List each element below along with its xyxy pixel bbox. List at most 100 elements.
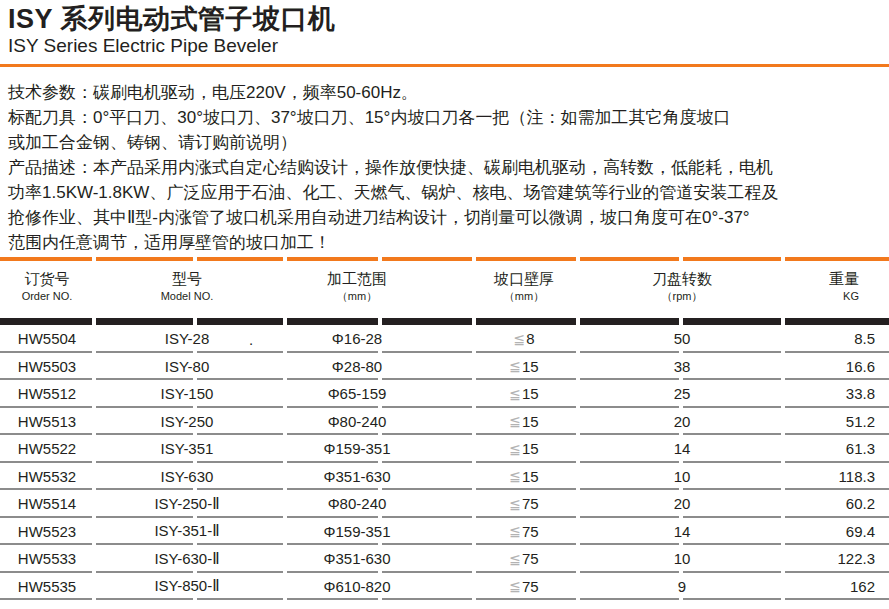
wall-cell: ≦8	[434, 325, 614, 353]
column-header-en: （rpm）	[662, 289, 703, 303]
wall-value: 15	[522, 440, 539, 457]
range-cell: Φ351-630	[280, 463, 434, 491]
less-equal-symbol: ≦	[509, 578, 521, 594]
table-row: HW5535ISY-850-ⅡΦ610-820≦759162	[0, 573, 889, 601]
rpm-cell: 10	[614, 463, 750, 491]
divider-segment	[785, 318, 889, 325]
description-line: 功率1.5KW-1.8KW、广泛应用于石油、化工、天燃气、锅炉、核电、场管建筑等…	[8, 180, 881, 205]
weight-cell: 69.4	[750, 518, 889, 546]
spec-table: 订货号Order NO.型号Model NO.加工范围（mm）坡口壁厚（mm）刀…	[0, 257, 889, 600]
divider-segment	[580, 257, 679, 261]
wall-value: 8	[526, 330, 534, 347]
weight-cell: 122.3	[750, 545, 889, 573]
divider-segment	[0, 598, 92, 600]
wall-value: 75	[522, 495, 539, 512]
divider-segment	[476, 598, 576, 600]
model-value: ISY-150	[161, 385, 214, 402]
divider-segment	[197, 318, 283, 325]
table-top-divider	[0, 257, 889, 261]
description-line: 或加工合金钢、铸钢、请订购前说明）	[8, 130, 881, 155]
table-row: HW5513ISY-250Φ80-240≦152051.2	[0, 408, 889, 436]
divider-segment	[476, 318, 576, 325]
column-header-zh: 坡口壁厚	[494, 270, 554, 288]
less-equal-symbol: ≦	[509, 386, 521, 402]
range-cell: Φ80-240	[280, 490, 434, 518]
column-header-range: 加工范围（mm）	[280, 270, 434, 318]
model-value: ISY-630-Ⅱ	[154, 550, 219, 568]
rpm-cell: 20	[614, 490, 750, 518]
range-cell: Φ65-159	[280, 380, 434, 408]
less-equal-symbol: ≦	[509, 551, 521, 567]
weight-cell: 51.2	[750, 408, 889, 436]
model-value: ISY-250	[161, 413, 214, 430]
weight-cell: 33.8	[750, 380, 889, 408]
divider-segment	[96, 318, 193, 325]
table-body: HW5504ISY-28.Φ16-28≦8508.5HW5503ISY-80Φ2…	[0, 325, 889, 600]
wall-value: 15	[522, 413, 539, 430]
model-value: ISY-351-Ⅱ	[154, 522, 219, 540]
model-cell: ISY-250-Ⅱ	[94, 490, 280, 518]
table-row: HW5522ISY-351Φ159-351≦151461.3	[0, 435, 889, 463]
rpm-cell: 14	[614, 518, 750, 546]
order-cell: HW5504	[0, 325, 94, 353]
model-cell: ISY-351-Ⅱ	[94, 518, 280, 546]
model-value: ISY-250-Ⅱ	[154, 495, 219, 513]
range-cell: Φ159-351	[280, 518, 434, 546]
wall-cell: ≦15	[434, 463, 614, 491]
table-row: HW5523ISY-351-ⅡΦ159-351≦751469.4	[0, 518, 889, 546]
description-line: 抢修作业、其中Ⅱ型-内涨管了坡口机采用自动进刀结构设计，切削量可以微调，坡口角度…	[8, 205, 881, 230]
rpm-cell: 25	[614, 380, 750, 408]
model-cell: ISY-250	[94, 408, 280, 436]
rpm-cell: 14	[614, 435, 750, 463]
table-header-divider	[0, 318, 889, 325]
model-value: ISY-80	[165, 358, 209, 375]
description-line: 范围内任意调节，适用厚壁管的坡口加工！	[8, 230, 881, 255]
column-header-zh: 刀盘转数	[652, 270, 712, 288]
table-row: HW5514ISY-250-ⅡΦ80-240≦752060.2	[0, 490, 889, 518]
less-equal-symbol: ≦	[509, 468, 521, 484]
model-value: ISY-850-Ⅱ	[154, 577, 219, 595]
column-header-zh: 重量	[829, 270, 859, 288]
rpm-cell: 10	[614, 545, 750, 573]
model-value: ISY-351	[161, 440, 214, 457]
order-cell: HW5512	[0, 380, 94, 408]
order-cell: HW5533	[0, 545, 94, 573]
divider-segment	[580, 598, 679, 600]
divider-segment	[287, 257, 378, 261]
divider-segment	[476, 257, 576, 261]
wall-cell: ≦75	[434, 518, 614, 546]
column-header-zh: 型号	[172, 270, 202, 288]
weight-cell: 162	[750, 573, 889, 601]
divider-segment	[0, 257, 92, 261]
column-header-wall: 坡口壁厚（mm）	[434, 270, 614, 318]
weight-cell: 118.3	[750, 463, 889, 491]
wall-cell: ≦15	[434, 380, 614, 408]
divider-segment	[0, 318, 92, 325]
page-subtitle: ISY Series Electric Pipe Beveler	[8, 35, 881, 57]
model-cell: ISY-80	[94, 353, 280, 381]
wall-cell: ≦75	[434, 545, 614, 573]
table-row: HW5503ISY-80Φ28-80≦153816.6	[0, 353, 889, 381]
table-row: HW5533ISY-630-ⅡΦ351-630≦7510122.3	[0, 545, 889, 573]
order-cell: HW5522	[0, 435, 94, 463]
weight-cell: 60.2	[750, 490, 889, 518]
page-header: ISY 系列电动式管子坡口机 ISY Series Electric Pipe …	[0, 0, 889, 57]
divider-segment	[197, 257, 283, 261]
range-cell: Φ16-28	[280, 325, 434, 353]
less-equal-symbol: ≦	[509, 358, 521, 374]
model-cell: ISY-28.	[94, 325, 280, 353]
less-equal-symbol: ≦	[509, 441, 521, 457]
divider-segment	[785, 257, 889, 261]
divider-segment	[96, 257, 193, 261]
product-description: 技术参数：碳刷电机驱动，电压220V，频率50-60Hz。标配刀具：0°平口刀、…	[0, 67, 889, 255]
weight-cell: 61.3	[750, 435, 889, 463]
weight-cell: 16.6	[750, 353, 889, 381]
table-row: HW5504ISY-28.Φ16-28≦8508.5	[0, 325, 889, 353]
less-equal-symbol: ≦	[509, 413, 521, 429]
column-header-en: （mm）	[504, 289, 544, 303]
wall-cell: ≦15	[434, 353, 614, 381]
less-equal-symbol: ≦	[509, 523, 521, 539]
rpm-cell: 50	[614, 325, 750, 353]
range-cell: Φ80-240	[280, 408, 434, 436]
wall-cell: ≦75	[434, 490, 614, 518]
